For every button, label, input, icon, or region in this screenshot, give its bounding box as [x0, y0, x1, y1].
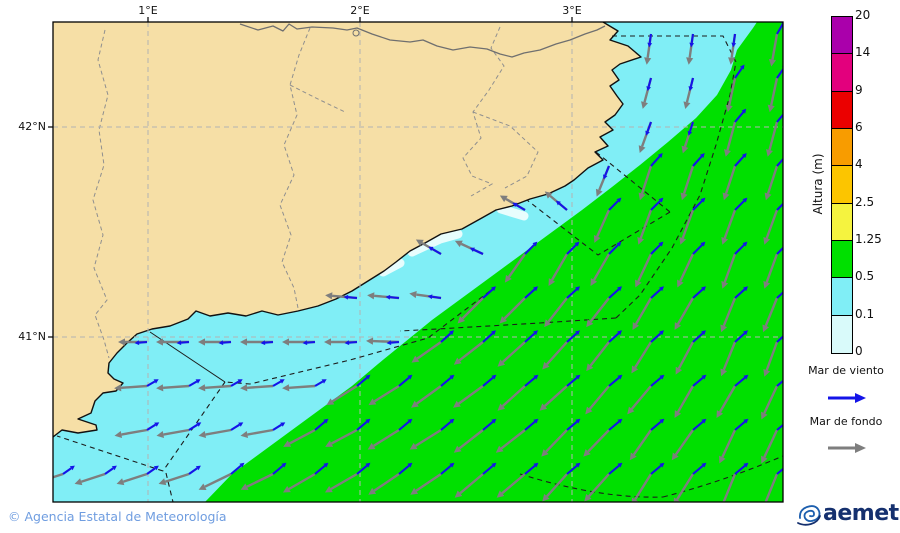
- colorbar-tick-label: 2.5: [855, 194, 875, 209]
- colorbar-tick-label: 1.25: [855, 232, 882, 246]
- colorbar-title: Altura (m): [811, 153, 825, 215]
- colorbar-cell: [832, 315, 852, 353]
- colorbar-cell: [832, 203, 852, 241]
- lon-tick-label: 1°E: [138, 4, 158, 17]
- lat-tick-label: 42°N: [18, 120, 46, 133]
- wind-sea-legend-label: Mar de viento: [808, 364, 884, 377]
- colorbar-tick-label: 4: [855, 157, 863, 172]
- lon-tick-label: 3°E: [562, 4, 582, 17]
- colorbar-tick-label: 6: [855, 120, 863, 134]
- wave-height-colorbar: [831, 16, 853, 354]
- colorbar-cell: [832, 17, 852, 55]
- aemet-logo: aemet: [796, 502, 899, 528]
- colorbar-cell: [832, 240, 852, 279]
- lat-tick-label: 41°N: [18, 330, 46, 343]
- colorbar-tick-label: 14: [855, 45, 871, 60]
- aemet-swirl-icon: [797, 505, 821, 526]
- colorbar-tick-label: 0: [855, 344, 863, 358]
- swell-arrow-icon: [828, 443, 866, 453]
- swell-legend-label: Mar de fondo: [809, 415, 883, 428]
- colorbar-tick-label: 20: [855, 8, 871, 22]
- colorbar-cell: [832, 128, 852, 167]
- copyright-text: © Agencia Estatal de Meteorología: [8, 509, 227, 524]
- colorbar-tick-label: 0.1: [855, 306, 875, 321]
- colorbar-tick-label: 0.5: [855, 269, 875, 284]
- colorbar-cell: [832, 54, 852, 92]
- colorbar-cell: [832, 166, 852, 204]
- lon-tick-label: 2°E: [350, 4, 370, 17]
- colorbar-cell: [832, 91, 852, 129]
- colorbar-cell: [832, 278, 852, 316]
- colorbar-tick-label: 9: [855, 82, 863, 97]
- wind-sea-arrow-icon: [828, 393, 866, 403]
- aemet-logo-text: aemet: [823, 501, 899, 526]
